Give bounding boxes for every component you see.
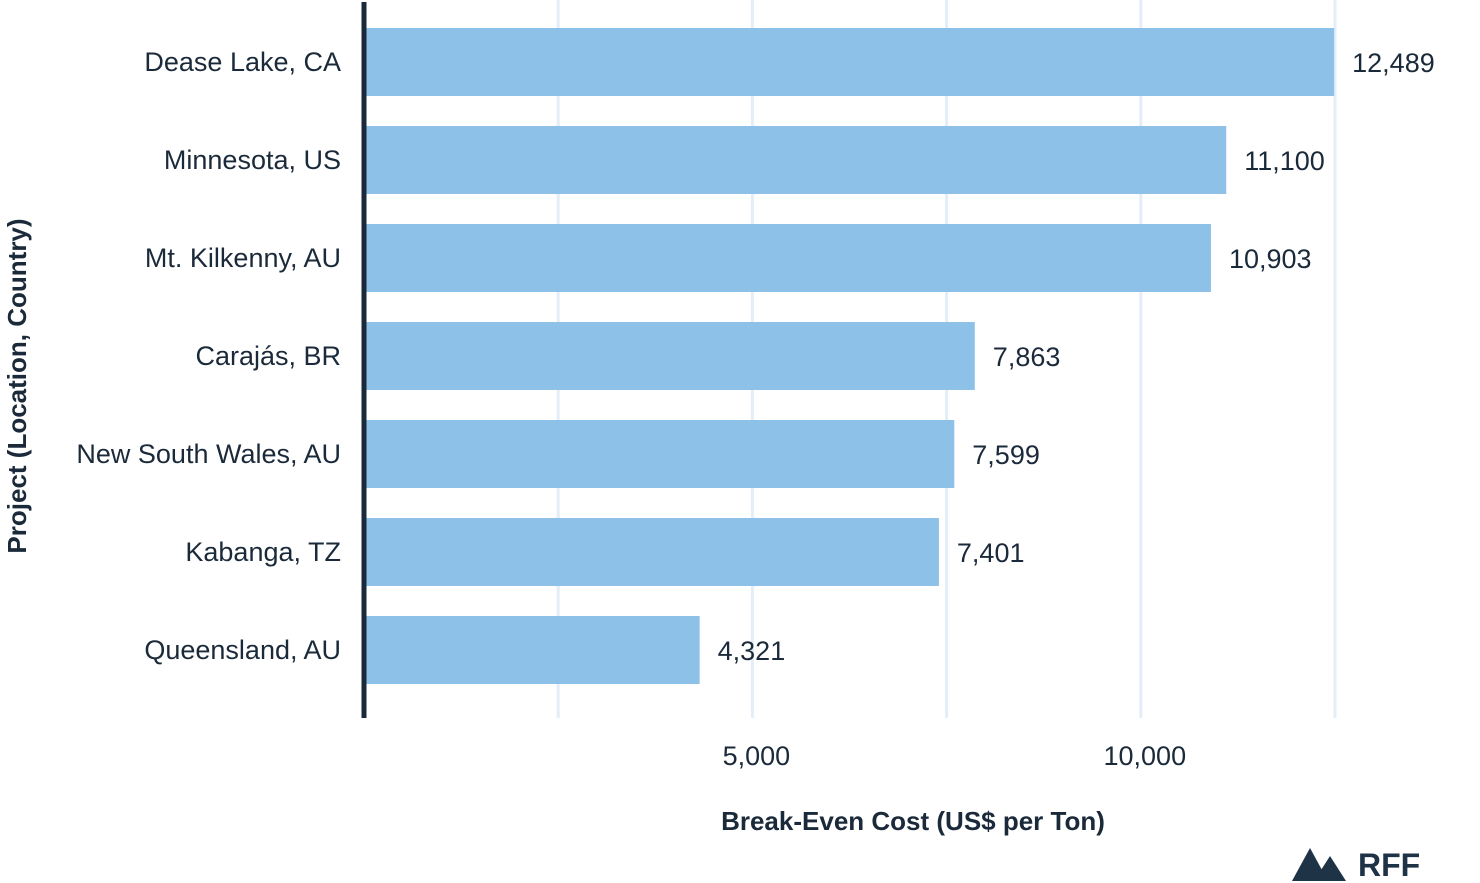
category-label: Queensland, AU <box>144 635 341 665</box>
x-tick-label: 5,000 <box>723 741 791 771</box>
value-labels: 12,489 11,100 10,903 7,863 7,599 7,401 4,321 <box>718 48 1435 666</box>
category-label: Carajás, BR <box>195 341 341 371</box>
mountain-icon <box>1292 848 1346 881</box>
x-tick-label: 10,000 <box>1104 741 1187 771</box>
bars <box>364 28 1335 684</box>
y-axis-title: Project (Location, Country) <box>2 218 32 553</box>
bar <box>364 616 700 684</box>
value-label: 7,863 <box>993 342 1061 372</box>
value-label: 4,321 <box>718 636 786 666</box>
category-label: Minnesota, US <box>164 145 341 175</box>
bar <box>364 224 1211 292</box>
value-label: 12,489 <box>1352 48 1435 78</box>
value-label: 7,401 <box>957 538 1025 568</box>
bar <box>364 420 955 488</box>
category-label: Mt. Kilkenny, AU <box>145 243 341 273</box>
bar <box>364 322 975 390</box>
x-tick-labels: 5,000 10,000 <box>723 741 1186 771</box>
bar <box>364 28 1335 96</box>
category-label: Kabanga, TZ <box>185 537 341 567</box>
category-label: Dease Lake, CA <box>144 47 341 77</box>
value-label: 7,599 <box>972 440 1040 470</box>
category-labels: Dease Lake, CA Minnesota, US Mt. Kilkenny,… <box>76 47 341 665</box>
bar <box>364 126 1227 194</box>
value-label: 10,903 <box>1229 244 1312 274</box>
value-label: 11,100 <box>1244 146 1325 176</box>
category-label: New South Wales, AU <box>76 439 341 469</box>
rff-logo: RFF <box>1292 847 1420 883</box>
logo-text: RFF <box>1358 847 1420 883</box>
x-axis-title: Break-Even Cost (US$ per Ton) <box>721 806 1105 836</box>
bar <box>364 518 939 586</box>
